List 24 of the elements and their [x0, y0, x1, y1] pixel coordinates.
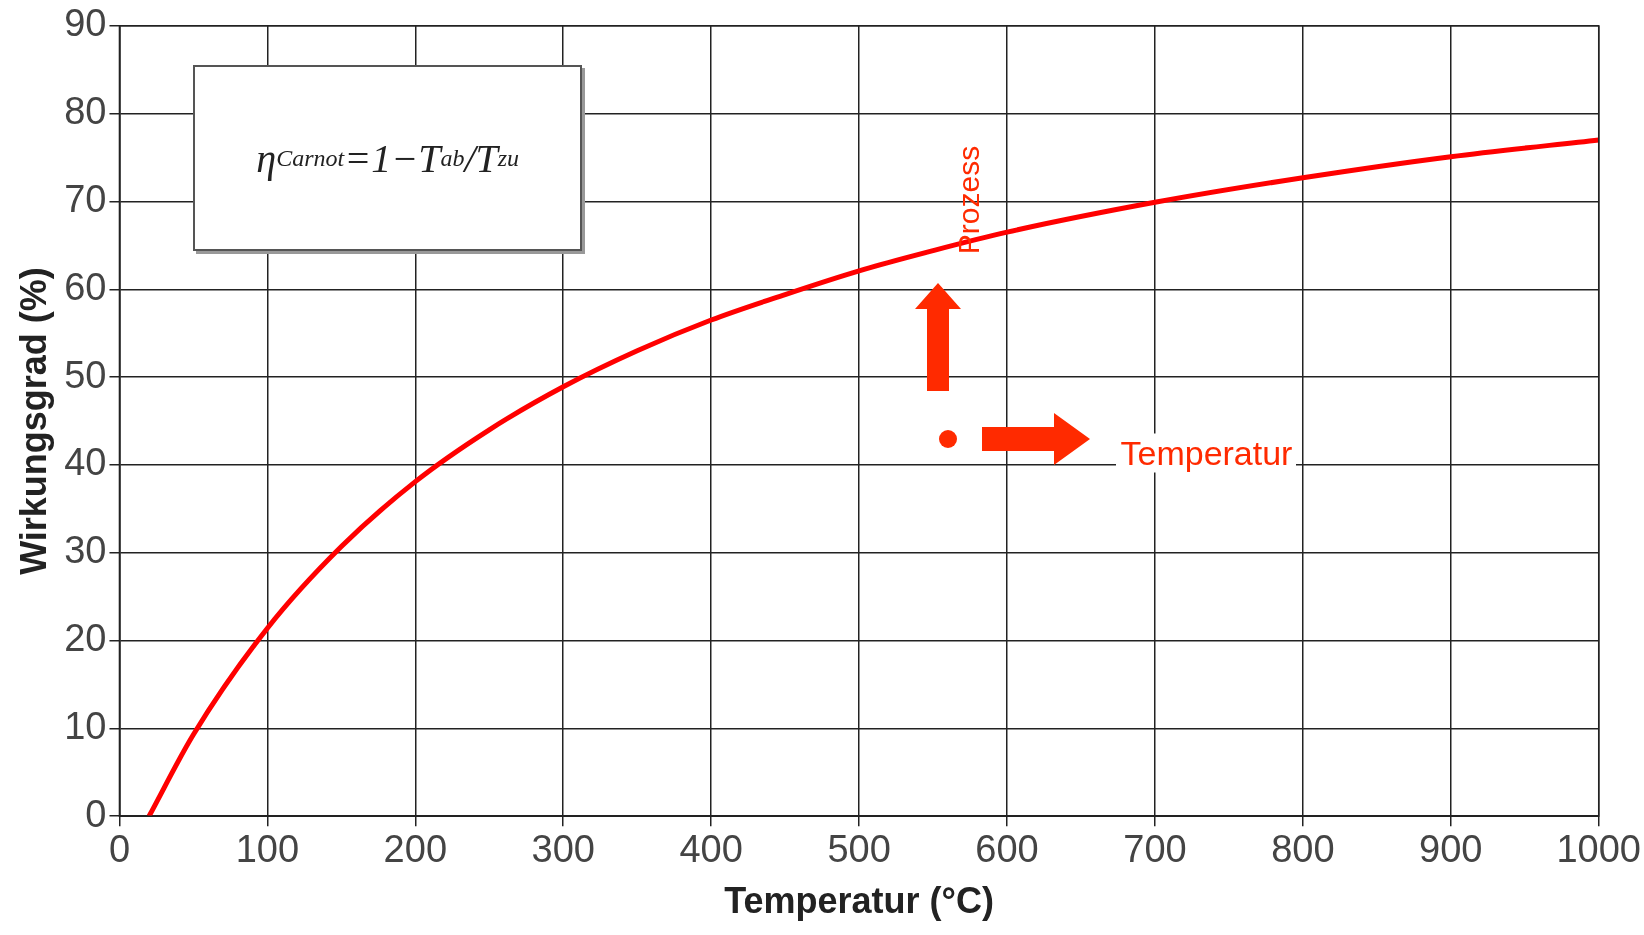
x-tick-label: 1000	[1556, 828, 1642, 871]
y-tick-label: 10	[64, 704, 107, 747]
y-tick-label: 30	[64, 529, 107, 572]
y-tick-label: 70	[64, 177, 107, 220]
x-tick-label: 500	[827, 828, 891, 871]
y-tick-label: 90	[64, 2, 107, 45]
x-tick-label: 900	[1419, 828, 1483, 871]
annotation: Temperatur	[1116, 433, 1297, 473]
y-tick-label: 20	[64, 617, 107, 660]
x-tick-label: 100	[235, 828, 300, 871]
x-tick-label: 400	[679, 828, 743, 871]
y-tick-label: 80	[64, 90, 107, 133]
y-tick-label: 0	[85, 792, 107, 835]
x-tick-label: 700	[1123, 828, 1187, 871]
x-tick-label: 300	[531, 828, 595, 871]
x-axis-title: Temperatur (°C)	[724, 880, 994, 922]
x-tick-label: 600	[975, 828, 1039, 871]
y-axis-title: Wirkungsgrad (%)	[12, 267, 54, 575]
y-tick-label: 50	[64, 353, 107, 396]
x-tick-label: 800	[1271, 828, 1335, 871]
annotation: Prozess	[951, 145, 986, 254]
x-tick-label: 200	[383, 828, 448, 871]
y-tick-label: 40	[64, 441, 107, 484]
y-tick-label: 60	[64, 265, 107, 308]
